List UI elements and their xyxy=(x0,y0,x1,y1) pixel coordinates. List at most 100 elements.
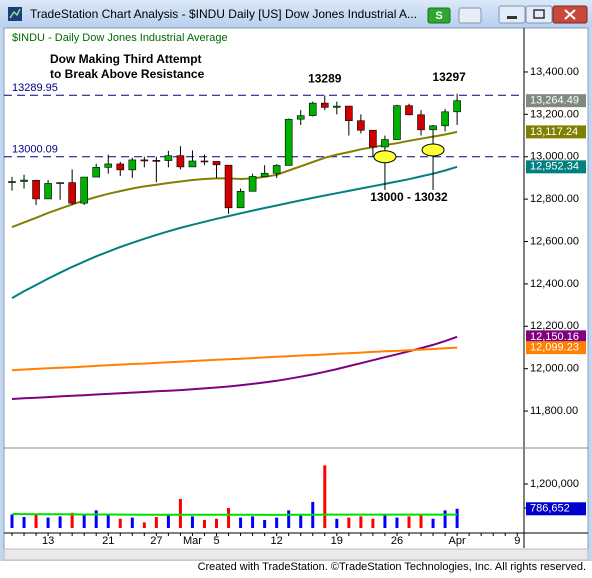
x-tick-label: 5 xyxy=(213,535,219,547)
candle-body xyxy=(104,163,113,168)
candle-body xyxy=(56,182,64,184)
y-tick-label: 13,400.00 xyxy=(530,66,579,78)
candle-body xyxy=(44,183,52,200)
volume-bar xyxy=(431,518,435,528)
y-tick-label: 13,200.00 xyxy=(530,108,579,120)
candle-body xyxy=(32,179,40,200)
last-volume-label: 786,652 xyxy=(530,503,570,515)
last-value-label: 13,117.24 xyxy=(530,126,578,138)
volume-bar xyxy=(371,518,375,528)
s-button[interactable] xyxy=(427,7,451,24)
candle-body xyxy=(116,163,125,171)
candle-body xyxy=(369,129,377,148)
volume-bar xyxy=(10,514,14,528)
candle-body xyxy=(296,115,305,120)
candle-body xyxy=(176,155,185,168)
last-value-label-box xyxy=(526,341,586,355)
volume-bar xyxy=(359,516,363,528)
volume-bar xyxy=(58,516,62,528)
candle-body xyxy=(441,111,449,127)
y-tick-label: 13,000.00 xyxy=(530,151,579,163)
x-tick-label: 26 xyxy=(391,535,403,547)
volume-bar xyxy=(118,518,122,528)
candle-body xyxy=(333,105,341,108)
volume-bar xyxy=(202,519,206,528)
candle-body xyxy=(188,160,197,168)
candle-body xyxy=(92,167,101,178)
volume-bar xyxy=(419,513,423,528)
candle-body xyxy=(381,139,389,148)
candle-body xyxy=(320,102,329,108)
volume-bar xyxy=(130,517,134,528)
candle-body xyxy=(393,105,401,140)
y-tick-label: 12,200.00 xyxy=(530,320,579,332)
last-price-label-box xyxy=(526,94,586,108)
x-tick-label: Mar xyxy=(183,535,202,547)
last-value-label: 12,150.16 xyxy=(530,331,579,343)
candle-body xyxy=(164,155,173,161)
tool-button[interactable] xyxy=(458,7,482,24)
volume-bar xyxy=(239,517,243,528)
annotation-text: 13289 xyxy=(308,72,342,86)
candle-body xyxy=(200,160,209,163)
legend-title: $INDU - Daily Dow Jones Industrial Avera… xyxy=(12,32,228,44)
candle-body xyxy=(345,105,353,122)
s-button-label[interactable]: S xyxy=(435,10,442,22)
candle-body xyxy=(308,102,317,116)
candle-body xyxy=(357,120,365,131)
y-tick-label: 11,800.00 xyxy=(530,405,578,417)
volume-bar xyxy=(407,516,411,528)
volume-bar xyxy=(287,510,291,528)
maximize-button[interactable] xyxy=(525,5,553,24)
x-tick-label: 9 xyxy=(514,535,520,547)
volume-bar xyxy=(299,513,303,528)
candle-body xyxy=(429,125,437,131)
volume-bar xyxy=(166,513,170,528)
candle-body xyxy=(128,159,137,171)
moving-average-line xyxy=(11,346,458,372)
footer-text: Created with TradeStation. ©TradeStation… xyxy=(198,561,586,573)
volume-bar xyxy=(455,508,459,528)
volume-bar xyxy=(347,517,351,528)
maximize-icon xyxy=(533,9,545,19)
candle-body xyxy=(140,159,149,162)
volume-bar xyxy=(46,517,50,528)
volume-bar xyxy=(227,507,231,528)
moving-average-line xyxy=(11,335,458,400)
volume-bar xyxy=(263,519,267,528)
window-title: TradeStation Chart Analysis - $INDU Dail… xyxy=(30,7,417,21)
candle-body xyxy=(80,176,88,204)
last-value-label-box xyxy=(526,330,586,344)
candle-body xyxy=(260,172,269,177)
scroll-bar[interactable] xyxy=(3,548,589,561)
reference-label: 13000.09 xyxy=(12,144,58,156)
x-tick-label: 19 xyxy=(331,535,343,547)
last-value-label-box xyxy=(526,125,586,139)
volume-bar xyxy=(275,517,279,528)
volume-bar xyxy=(154,516,158,528)
last-value-label-box xyxy=(526,160,586,174)
footer-strip xyxy=(0,561,592,573)
annotation-text: 13000 - 13032 xyxy=(370,190,448,204)
volume-bar xyxy=(335,518,339,528)
volume-bar xyxy=(22,516,26,528)
x-tick-label: 21 xyxy=(102,535,114,547)
volume-bar xyxy=(383,515,387,528)
y-tick-label: 12,000.00 xyxy=(530,363,579,375)
annotation-marker xyxy=(421,143,445,157)
candle-body xyxy=(248,176,257,192)
volume-bar xyxy=(94,510,98,528)
volume-bar xyxy=(34,513,38,528)
volume-bar xyxy=(323,465,327,528)
minimize-button[interactable] xyxy=(498,5,526,24)
moving-average-line xyxy=(11,165,458,299)
volume-bar xyxy=(70,512,74,528)
last-price-label: 13,264.49 xyxy=(530,95,579,107)
volume-tick-label: 1,200,000 xyxy=(530,478,579,490)
volume-bar xyxy=(251,516,255,528)
candle-body xyxy=(152,160,161,162)
annotation-text: 13297 xyxy=(432,70,466,84)
candle-body xyxy=(224,164,233,209)
volume-bar xyxy=(142,522,146,528)
x-tick-label: Apr xyxy=(449,535,466,547)
